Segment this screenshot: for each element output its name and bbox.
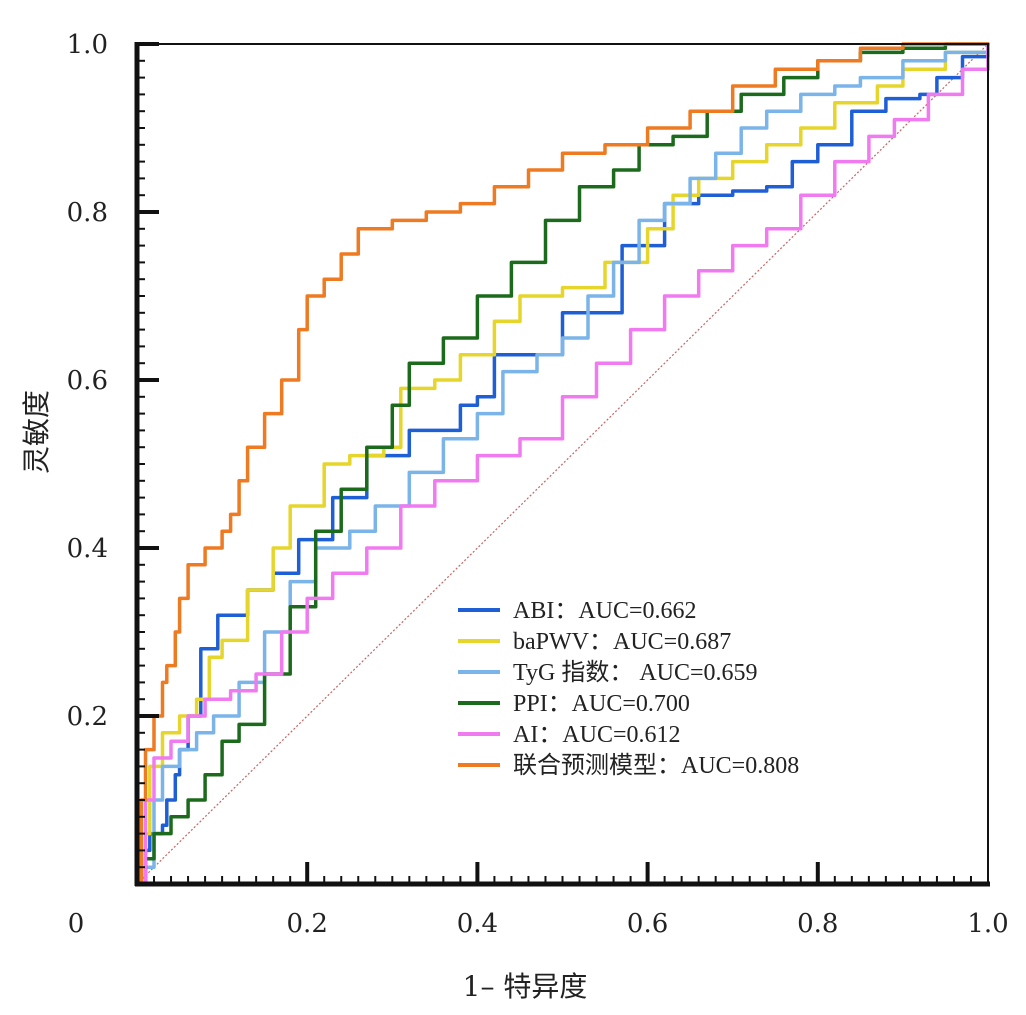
legend-label-5: AI：AUC=0.612 — [513, 722, 681, 748]
roc-curve-1 — [135, 42, 990, 886]
y-tick-label: 1.0 — [67, 30, 108, 60]
roc-curve-6 — [135, 42, 990, 886]
x-tick-label: 0.2 — [287, 909, 328, 939]
x-tick-label: 1.0 — [967, 909, 1008, 939]
roc-curve-4 — [135, 42, 990, 886]
y-tick-label: 0.2 — [67, 702, 108, 732]
legend-label-2: baPWV：AUC=0.687 — [513, 629, 731, 655]
y-axis-title: 灵敏度 — [20, 390, 53, 474]
x-axis-title: 1– 特异度 — [463, 970, 588, 1003]
legend: ABI：AUC=0.662 baPWV：AUC=0.687 TyG 指数： AUC=… — [458, 598, 799, 779]
reference-diagonal-line — [136, 43, 989, 885]
legend-label-3: TyG 指数： AUC=0.659 — [513, 659, 758, 686]
legend-label-4: PPI：AUC=0.700 — [513, 691, 690, 717]
x-tick-label: 0.8 — [797, 909, 838, 939]
ticks-layer: 0.2 0.4 0.6 0.8 1.0 0.2 0.4 0.6 0.8 1.0 — [67, 30, 1009, 939]
roc-curve-3 — [135, 42, 990, 886]
origin-label: 0 — [68, 909, 85, 939]
roc-curve-5 — [135, 42, 990, 886]
reference-diagonal-layer — [136, 43, 989, 885]
y-tick-label: 0.8 — [67, 198, 108, 228]
x-tick-label: 0.4 — [457, 909, 498, 939]
x-tick-label: 0.6 — [627, 909, 668, 939]
legend-label-1: ABI：AUC=0.662 — [513, 598, 697, 624]
roc-series-layer — [135, 42, 990, 886]
y-tick-label: 0.4 — [67, 534, 108, 564]
legend-label-6: 联合预测模型：AUC=0.808 — [513, 752, 799, 779]
roc-curve-2 — [135, 42, 990, 886]
y-tick-label: 0.6 — [67, 366, 108, 396]
